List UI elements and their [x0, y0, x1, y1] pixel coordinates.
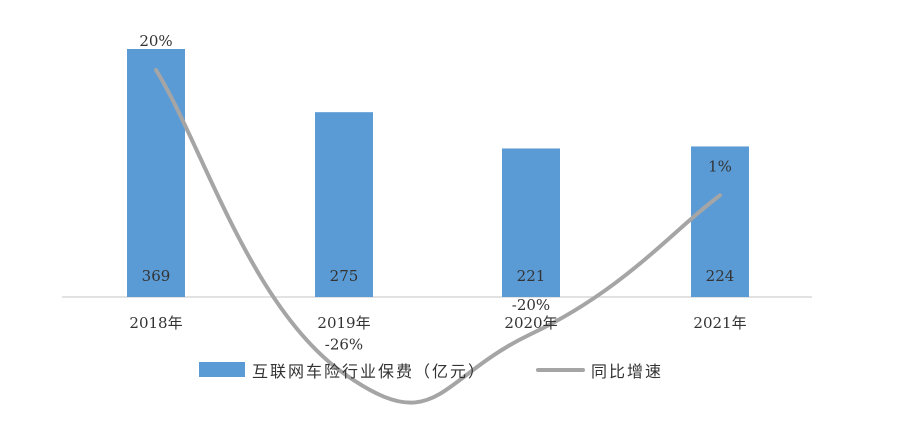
legend-line-label: 同比增速 — [591, 362, 663, 381]
line-value-label-2: -20% — [512, 296, 550, 314]
bar-value-label-3: 224 — [706, 267, 735, 285]
bar-1 — [315, 112, 373, 298]
growth-line — [154, 68, 722, 405]
bar-2 — [502, 148, 560, 297]
legend-bar-swatch — [199, 362, 245, 377]
x-tick-label-0: 2018年 — [129, 314, 182, 332]
legend: 互联网车险行业保费（亿元） 同比增速 — [199, 362, 663, 381]
bar-value-label-0: 369 — [142, 267, 171, 285]
bar-value-label-2: 221 — [517, 267, 546, 285]
line-data-labels: 20% -26% -20% 1% — [139, 32, 732, 354]
x-axis-tick-labels: 2018年 2019年 2020年 2021年 — [129, 314, 746, 332]
bar-3 — [691, 146, 749, 297]
bar-data-labels: 369 275 221 224 — [142, 267, 735, 285]
legend-bar-label: 互联网车险行业保费（亿元） — [252, 362, 486, 381]
x-tick-label-1: 2019年 — [317, 314, 370, 332]
x-tick-label-2: 2020年 — [504, 314, 557, 332]
x-tick-label-3: 2021年 — [693, 314, 746, 332]
bar-0 — [127, 49, 185, 297]
bar-value-label-1: 275 — [330, 267, 359, 285]
line-value-label-1: -26% — [325, 336, 363, 354]
line-value-label-0: 20% — [139, 32, 172, 50]
line-value-label-3: 1% — [708, 157, 732, 175]
bar-series — [127, 49, 749, 298]
